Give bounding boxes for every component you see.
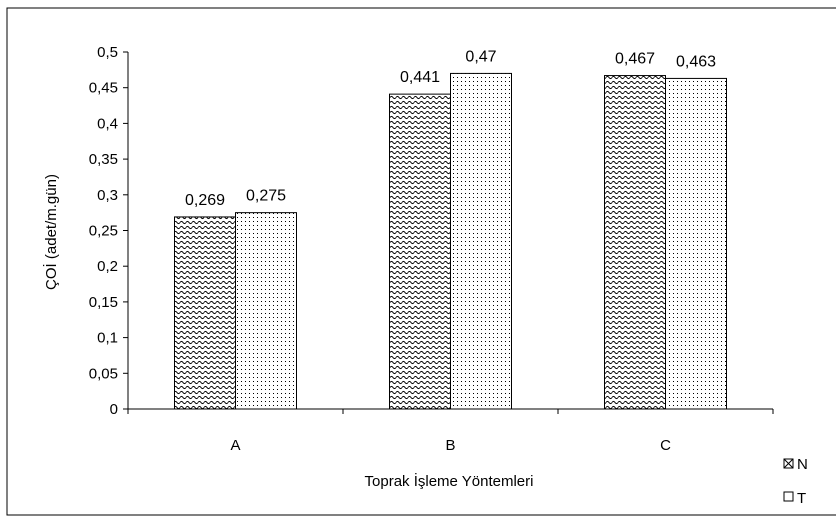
data-label: 0,441 <box>400 69 440 86</box>
bars <box>174 72 727 410</box>
legend-swatch-n-mark-2 <box>783 458 794 469</box>
y-tick-label: 0,25 <box>89 223 118 240</box>
y-tick-label: 0,15 <box>89 294 118 311</box>
y-tick-label: 0,4 <box>97 115 118 132</box>
legend-label-t: T <box>797 490 806 507</box>
y-tick-label: 0,45 <box>89 80 118 97</box>
x-tick-label: C <box>660 437 671 454</box>
x-axis-title: Toprak İşleme Yöntemleri <box>365 472 534 490</box>
y-tick-label: 0,3 <box>97 187 118 204</box>
data-label: 0,47 <box>465 48 496 65</box>
bar-n <box>174 216 236 410</box>
data-label: 0,269 <box>185 192 225 209</box>
bar-t <box>235 212 297 410</box>
x-axis-ticks: A B C <box>127 409 774 454</box>
y-axis-title: ÇOİ (adet/m.gün) <box>42 174 60 290</box>
data-label: 0,275 <box>246 188 286 205</box>
data-labels: 0,269 0,275 0,441 0,47 0,467 0,463 <box>185 48 716 209</box>
bar-n <box>389 93 451 410</box>
y-tick-label: 0,2 <box>97 258 118 275</box>
legend: N T <box>783 456 808 507</box>
chart-border <box>6 7 836 516</box>
legend-item-n: N <box>783 456 808 473</box>
x-tick-label: B <box>445 437 455 454</box>
data-label: 0,463 <box>676 53 716 70</box>
x-tick-label: A <box>230 437 240 454</box>
y-tick-label: 0,5 <box>97 44 118 61</box>
legend-swatch-t <box>783 491 794 502</box>
y-tick-label: 0 <box>110 401 118 418</box>
y-tick-label: 0,05 <box>89 365 118 382</box>
bar-t <box>450 72 512 410</box>
legend-item-t: T <box>783 490 806 507</box>
data-label: 0,467 <box>615 51 655 68</box>
y-axis-ticks: 0 0,05 0,1 0,15 0,2 0,25 0,3 0,35 0,4 0,45 0,5 <box>89 44 128 418</box>
legend-label-n: N <box>797 456 808 473</box>
y-tick-label: 0,1 <box>97 330 118 347</box>
bar-n <box>604 75 666 410</box>
y-tick-label: 0,35 <box>89 151 118 168</box>
bar-t <box>665 77 727 410</box>
